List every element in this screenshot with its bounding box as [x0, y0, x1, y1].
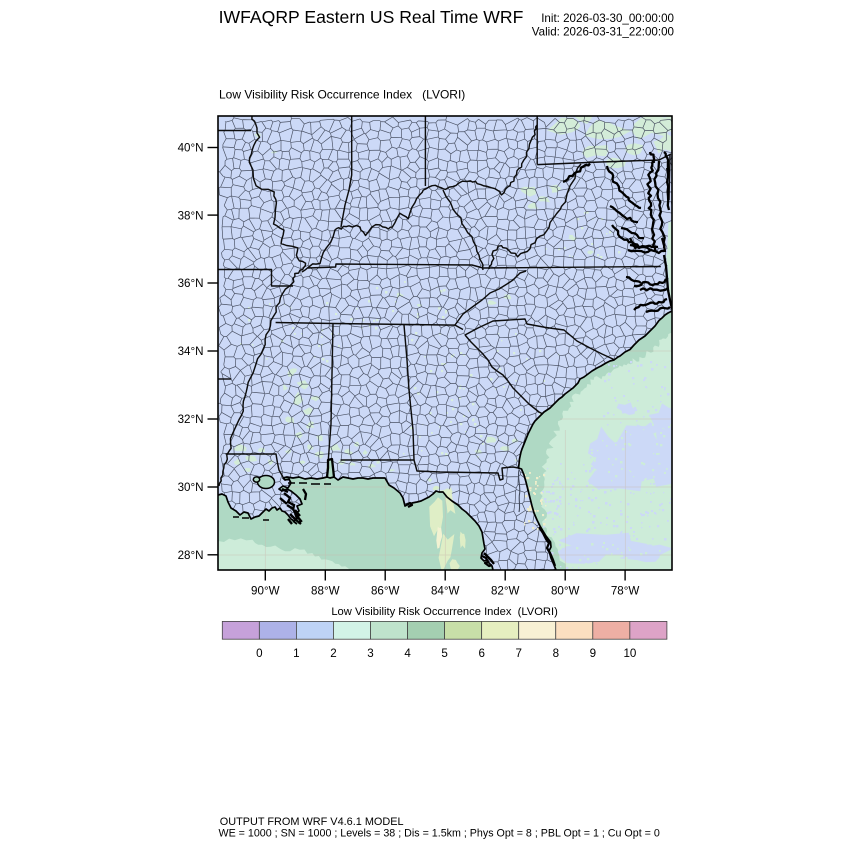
svg-text:8: 8 [553, 647, 559, 660]
svg-text:34°N: 34°N [178, 345, 204, 358]
svg-text:Low Visibility Risk Occurrence: Low Visibility Risk Occurrence Index (LV… [219, 87, 465, 101]
svg-text:Low Visibility Risk Occurrence: Low Visibility Risk Occurrence Index (LV… [331, 606, 558, 618]
svg-text:Valid: 2026-03-31_22:00:00: Valid: 2026-03-31_22:00:00 [532, 26, 674, 39]
svg-text:IWFAQRP Eastern US Real Time W: IWFAQRP Eastern US Real Time WRF [219, 7, 524, 27]
svg-text:40°N: 40°N [178, 142, 204, 155]
svg-text:88°W: 88°W [311, 585, 340, 598]
svg-text:Init: 2026-03-30_00:00:00: Init: 2026-03-30_00:00:00 [541, 12, 674, 25]
svg-text:90°W: 90°W [251, 585, 280, 598]
svg-text:36°N: 36°N [178, 277, 204, 290]
svg-text:4: 4 [404, 647, 411, 660]
svg-text:3: 3 [367, 647, 373, 660]
svg-text:10: 10 [623, 647, 636, 660]
svg-text:78°W: 78°W [611, 585, 640, 598]
svg-text:82°W: 82°W [491, 585, 520, 598]
svg-text:7: 7 [515, 647, 521, 660]
svg-text:86°W: 86°W [371, 585, 400, 598]
svg-text:6: 6 [478, 647, 484, 660]
svg-text:38°N: 38°N [178, 209, 204, 222]
svg-text:32°N: 32°N [178, 413, 204, 426]
svg-text:80°W: 80°W [551, 585, 580, 598]
svg-text:WE = 1000 ; SN = 1000 ; Levels: WE = 1000 ; SN = 1000 ; Levels = 38 ; Di… [219, 828, 660, 840]
svg-text:5: 5 [441, 647, 447, 660]
svg-text:0: 0 [256, 647, 262, 660]
svg-text:84°W: 84°W [431, 585, 460, 598]
svg-text:30°N: 30°N [178, 481, 204, 494]
svg-text:28°N: 28°N [178, 549, 204, 562]
svg-text:9: 9 [590, 647, 596, 660]
svg-text:OUTPUT FROM WRF V4.6.1 MODEL: OUTPUT FROM WRF V4.6.1 MODEL [220, 816, 404, 828]
svg-text:1: 1 [293, 647, 299, 660]
svg-text:2: 2 [330, 647, 336, 660]
